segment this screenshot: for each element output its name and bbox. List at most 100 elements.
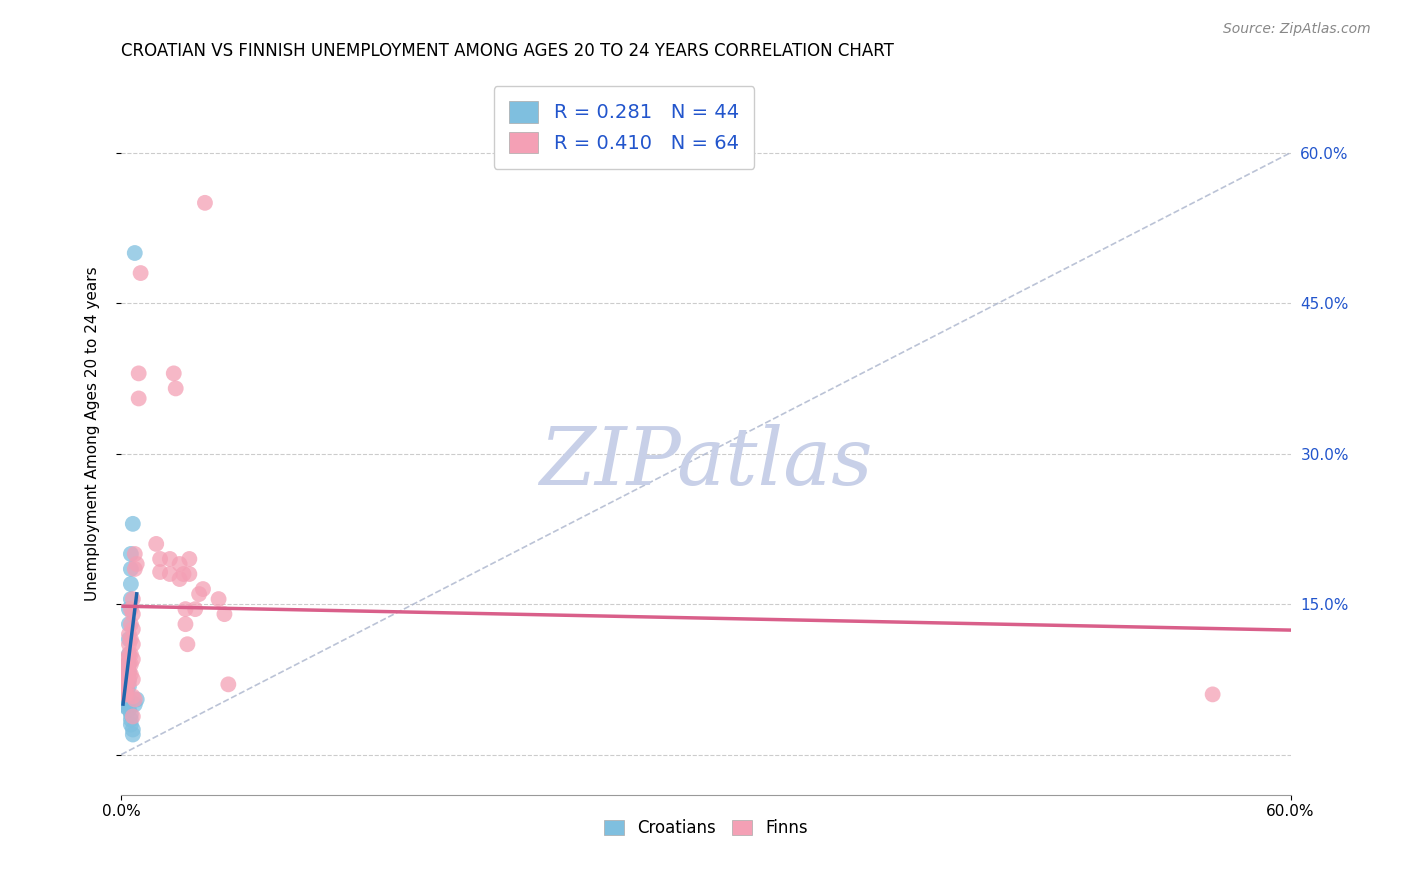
Point: [169, 557, 191, 571]
Point: [191, 582, 214, 596]
Point: [121, 690, 143, 704]
Point: [118, 632, 141, 647]
Point: [114, 662, 136, 676]
Point: [114, 657, 136, 672]
Point: [120, 562, 142, 576]
Point: [159, 552, 181, 566]
Point: [124, 547, 146, 561]
Point: [118, 657, 141, 672]
Point: [145, 537, 167, 551]
Text: CROATIAN VS FINNISH UNEMPLOYMENT AMONG AGES 20 TO 24 YEARS CORRELATION CHART: CROATIAN VS FINNISH UNEMPLOYMENT AMONG A…: [121, 42, 894, 60]
Point: [120, 632, 142, 647]
Point: [120, 577, 142, 591]
Point: [112, 667, 135, 681]
Point: [121, 592, 143, 607]
Point: [121, 607, 143, 621]
Point: [118, 679, 141, 693]
Point: [149, 552, 172, 566]
Point: [174, 602, 197, 616]
Point: [118, 665, 141, 680]
Point: [120, 667, 142, 681]
Point: [112, 667, 135, 681]
Point: [120, 547, 142, 561]
Point: [114, 687, 136, 701]
Point: [112, 692, 135, 706]
Point: [114, 695, 136, 709]
Y-axis label: Unemployment Among Ages 20 to 24 years: Unemployment Among Ages 20 to 24 years: [86, 266, 100, 601]
Point: [176, 637, 198, 651]
Point: [115, 679, 138, 693]
Point: [121, 727, 143, 741]
Point: [149, 565, 172, 579]
Point: [112, 687, 135, 701]
Point: [112, 673, 135, 687]
Text: ZIPatlas: ZIPatlas: [538, 424, 873, 501]
Point: [118, 617, 141, 632]
Point: [114, 662, 136, 676]
Point: [112, 698, 135, 712]
Point: [169, 572, 191, 586]
Point: [112, 677, 135, 691]
Point: [120, 657, 142, 672]
Point: [115, 665, 138, 680]
Point: [194, 195, 217, 210]
Point: [118, 657, 141, 672]
Point: [120, 717, 142, 731]
Point: [179, 567, 201, 582]
Point: [112, 682, 135, 697]
Point: [115, 682, 138, 697]
Point: [121, 622, 143, 636]
Point: [121, 637, 143, 651]
Point: [124, 562, 146, 576]
Point: [121, 673, 143, 687]
Point: [128, 367, 150, 381]
Point: [121, 723, 143, 737]
Point: [120, 592, 142, 607]
Point: [115, 677, 138, 691]
Point: [128, 392, 150, 406]
Point: [125, 692, 148, 706]
Point: [120, 647, 142, 661]
Point: [125, 557, 148, 571]
Point: [118, 673, 141, 687]
Point: [115, 673, 138, 687]
Point: [118, 665, 141, 680]
Point: [214, 607, 236, 621]
Point: [118, 637, 141, 651]
Text: Source: ZipAtlas.com: Source: ZipAtlas.com: [1223, 22, 1371, 37]
Point: [118, 647, 141, 661]
Point: [115, 687, 138, 701]
Point: [115, 657, 138, 672]
Point: [184, 602, 207, 616]
Point: [217, 677, 239, 691]
Point: [115, 692, 138, 706]
Point: [112, 673, 135, 687]
Legend: Croatians, Finns: Croatians, Finns: [596, 813, 815, 844]
Point: [124, 246, 146, 260]
Point: [114, 675, 136, 690]
Point: [124, 698, 146, 712]
Point: [115, 687, 138, 701]
Point: [114, 685, 136, 699]
Point: [174, 617, 197, 632]
Point: [114, 669, 136, 683]
Point: [173, 567, 195, 582]
Point: [179, 552, 201, 566]
Point: [188, 587, 211, 601]
Point: [115, 665, 138, 680]
Point: [114, 679, 136, 693]
Point: [118, 647, 141, 661]
Point: [115, 652, 138, 666]
Point: [120, 602, 142, 616]
Point: [120, 617, 142, 632]
Point: [121, 652, 143, 666]
Point: [118, 692, 141, 706]
Point: [121, 516, 143, 531]
Point: [118, 602, 141, 616]
Point: [114, 699, 136, 714]
Point: [114, 690, 136, 705]
Point: [207, 592, 229, 607]
Point: [121, 709, 143, 723]
Point: [165, 381, 187, 395]
Point: [114, 677, 136, 691]
